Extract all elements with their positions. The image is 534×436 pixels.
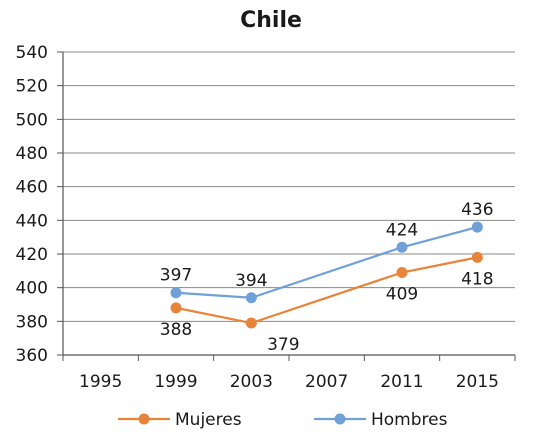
data-label: 397: [160, 266, 192, 286]
grid: [63, 51, 515, 322]
y-tick-label: 400: [16, 279, 48, 299]
chart-title: Chile: [240, 8, 302, 33]
x-tick-label: 1999: [154, 372, 197, 392]
x-tick-label: 1995: [79, 372, 122, 392]
data-label: 379: [267, 335, 299, 355]
data-label: 409: [386, 285, 418, 305]
data-label: 388: [160, 320, 192, 340]
data-label: 436: [461, 200, 493, 220]
legend-label: Mujeres: [175, 410, 242, 430]
series-line-hombres: [175, 226, 478, 299]
series-line-mujeres: [175, 256, 478, 325]
data-point: [471, 251, 483, 263]
x-tick-label: 2007: [305, 372, 348, 392]
data-label: 424: [386, 220, 418, 240]
x-tick-label: 2011: [380, 372, 423, 392]
data-point: [471, 221, 483, 233]
y-tick-label: 460: [16, 178, 48, 198]
data-label: 418: [461, 269, 493, 289]
axes: 360 380 400 420 440 460 480 500 520 540 1995 1999 20…: [16, 43, 516, 392]
y-tick-label: 360: [16, 346, 48, 366]
x-tick-label: 2003: [230, 372, 273, 392]
data-point: [245, 292, 257, 304]
y-tick-label: 500: [16, 110, 48, 130]
legend-swatch-marker: [138, 413, 150, 425]
data-point: [245, 317, 257, 329]
legend-label: Hombres: [371, 410, 448, 430]
y-tick-label: 420: [16, 245, 48, 265]
data-point: [170, 302, 182, 314]
y-tick-label: 520: [16, 77, 48, 97]
legend-swatch-marker: [334, 413, 346, 425]
data-point: [170, 287, 182, 299]
y-tick-label: 540: [16, 43, 48, 63]
y-tick-label: 380: [16, 312, 48, 332]
y-tick-label: 480: [16, 144, 48, 164]
data-point: [396, 267, 408, 279]
x-tick-label: 2015: [456, 372, 499, 392]
series: 388 379 409 418 397 394 424 436: [160, 200, 494, 355]
data-point: [396, 241, 408, 253]
data-label: 394: [235, 271, 267, 291]
y-tick-label: 440: [16, 211, 48, 231]
legend: Mujeres Hombres: [118, 410, 448, 430]
